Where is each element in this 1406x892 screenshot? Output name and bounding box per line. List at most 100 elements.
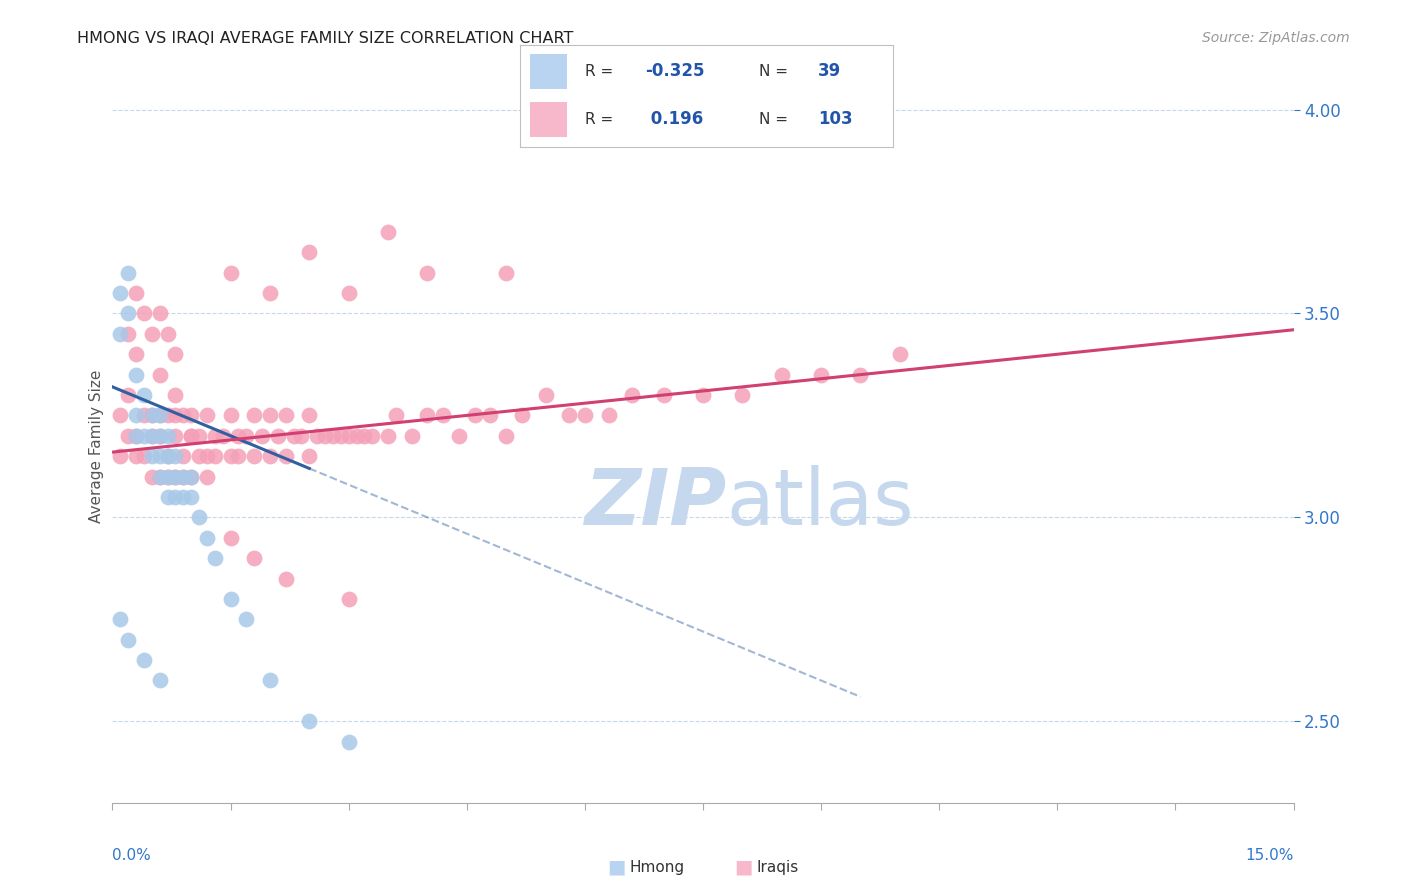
Point	[337, 591, 360, 606]
FancyBboxPatch shape	[530, 54, 567, 88]
Point	[188, 429, 211, 443]
Point	[283, 429, 305, 443]
Text: 39: 39	[818, 62, 842, 80]
Point	[125, 368, 148, 382]
Point	[149, 368, 172, 382]
Point	[165, 409, 187, 423]
Point	[125, 429, 148, 443]
Point	[156, 469, 179, 483]
Point	[211, 429, 233, 443]
Point	[692, 388, 714, 402]
Point	[149, 306, 172, 320]
Point	[361, 429, 384, 443]
Point	[534, 388, 557, 402]
Point	[149, 429, 172, 443]
Point	[495, 429, 517, 443]
Point	[141, 409, 163, 423]
Point	[132, 409, 155, 423]
Text: Hmong: Hmong	[630, 860, 685, 874]
Point	[219, 531, 242, 545]
Point	[228, 429, 250, 443]
Point	[117, 266, 139, 280]
Point	[156, 429, 179, 443]
Point	[195, 409, 218, 423]
Point	[314, 429, 336, 443]
Point	[141, 326, 163, 341]
Point	[298, 714, 321, 729]
Point	[274, 449, 297, 463]
Point	[195, 469, 218, 483]
Point	[810, 368, 832, 382]
Point	[274, 409, 297, 423]
Point	[110, 612, 132, 626]
Point	[125, 409, 148, 423]
Point	[307, 429, 329, 443]
Point	[132, 653, 155, 667]
Point	[298, 449, 321, 463]
Text: N =: N =	[759, 63, 793, 78]
Point	[156, 490, 179, 504]
Point	[495, 266, 517, 280]
Point	[132, 388, 155, 402]
Point	[141, 469, 163, 483]
Point	[479, 409, 502, 423]
Point	[141, 409, 163, 423]
Point	[290, 429, 312, 443]
Point	[298, 409, 321, 423]
Point	[235, 429, 257, 443]
Point	[172, 409, 194, 423]
Point	[110, 286, 132, 301]
Point	[156, 449, 179, 463]
Point	[125, 347, 148, 361]
Point	[204, 551, 226, 566]
Point	[235, 612, 257, 626]
Text: 0.196: 0.196	[645, 111, 703, 128]
Point	[346, 429, 368, 443]
Point	[172, 449, 194, 463]
Point	[574, 409, 596, 423]
Point	[250, 429, 273, 443]
Point	[165, 469, 187, 483]
Text: ■: ■	[607, 857, 626, 877]
Point	[180, 490, 202, 504]
Point	[510, 409, 533, 423]
Point	[322, 429, 344, 443]
Point	[204, 449, 226, 463]
Point	[598, 409, 620, 423]
Point	[117, 632, 139, 647]
FancyBboxPatch shape	[530, 102, 567, 137]
Point	[195, 449, 218, 463]
Point	[180, 469, 202, 483]
Point	[329, 429, 352, 443]
Point	[447, 429, 470, 443]
Text: 103: 103	[818, 111, 853, 128]
Point	[188, 510, 211, 524]
Point	[149, 409, 172, 423]
Y-axis label: Average Family Size: Average Family Size	[89, 369, 104, 523]
Text: Source: ZipAtlas.com: Source: ZipAtlas.com	[1202, 31, 1350, 45]
Point	[337, 734, 360, 748]
Point	[110, 449, 132, 463]
Point	[188, 449, 211, 463]
Point	[180, 429, 202, 443]
Point	[165, 388, 187, 402]
Point	[149, 469, 172, 483]
Point	[141, 449, 163, 463]
Point	[165, 347, 187, 361]
Point	[172, 469, 194, 483]
Text: 0.0%: 0.0%	[112, 847, 152, 863]
Point	[464, 409, 486, 423]
Point	[204, 429, 226, 443]
Point	[117, 429, 139, 443]
Point	[156, 449, 179, 463]
Point	[298, 245, 321, 260]
Text: R =: R =	[585, 112, 619, 127]
Point	[156, 326, 179, 341]
Text: atlas: atlas	[727, 465, 914, 541]
Point	[849, 368, 872, 382]
Point	[149, 449, 172, 463]
Point	[416, 266, 439, 280]
Point	[219, 266, 242, 280]
Point	[243, 551, 266, 566]
Text: Iraqis: Iraqis	[756, 860, 799, 874]
